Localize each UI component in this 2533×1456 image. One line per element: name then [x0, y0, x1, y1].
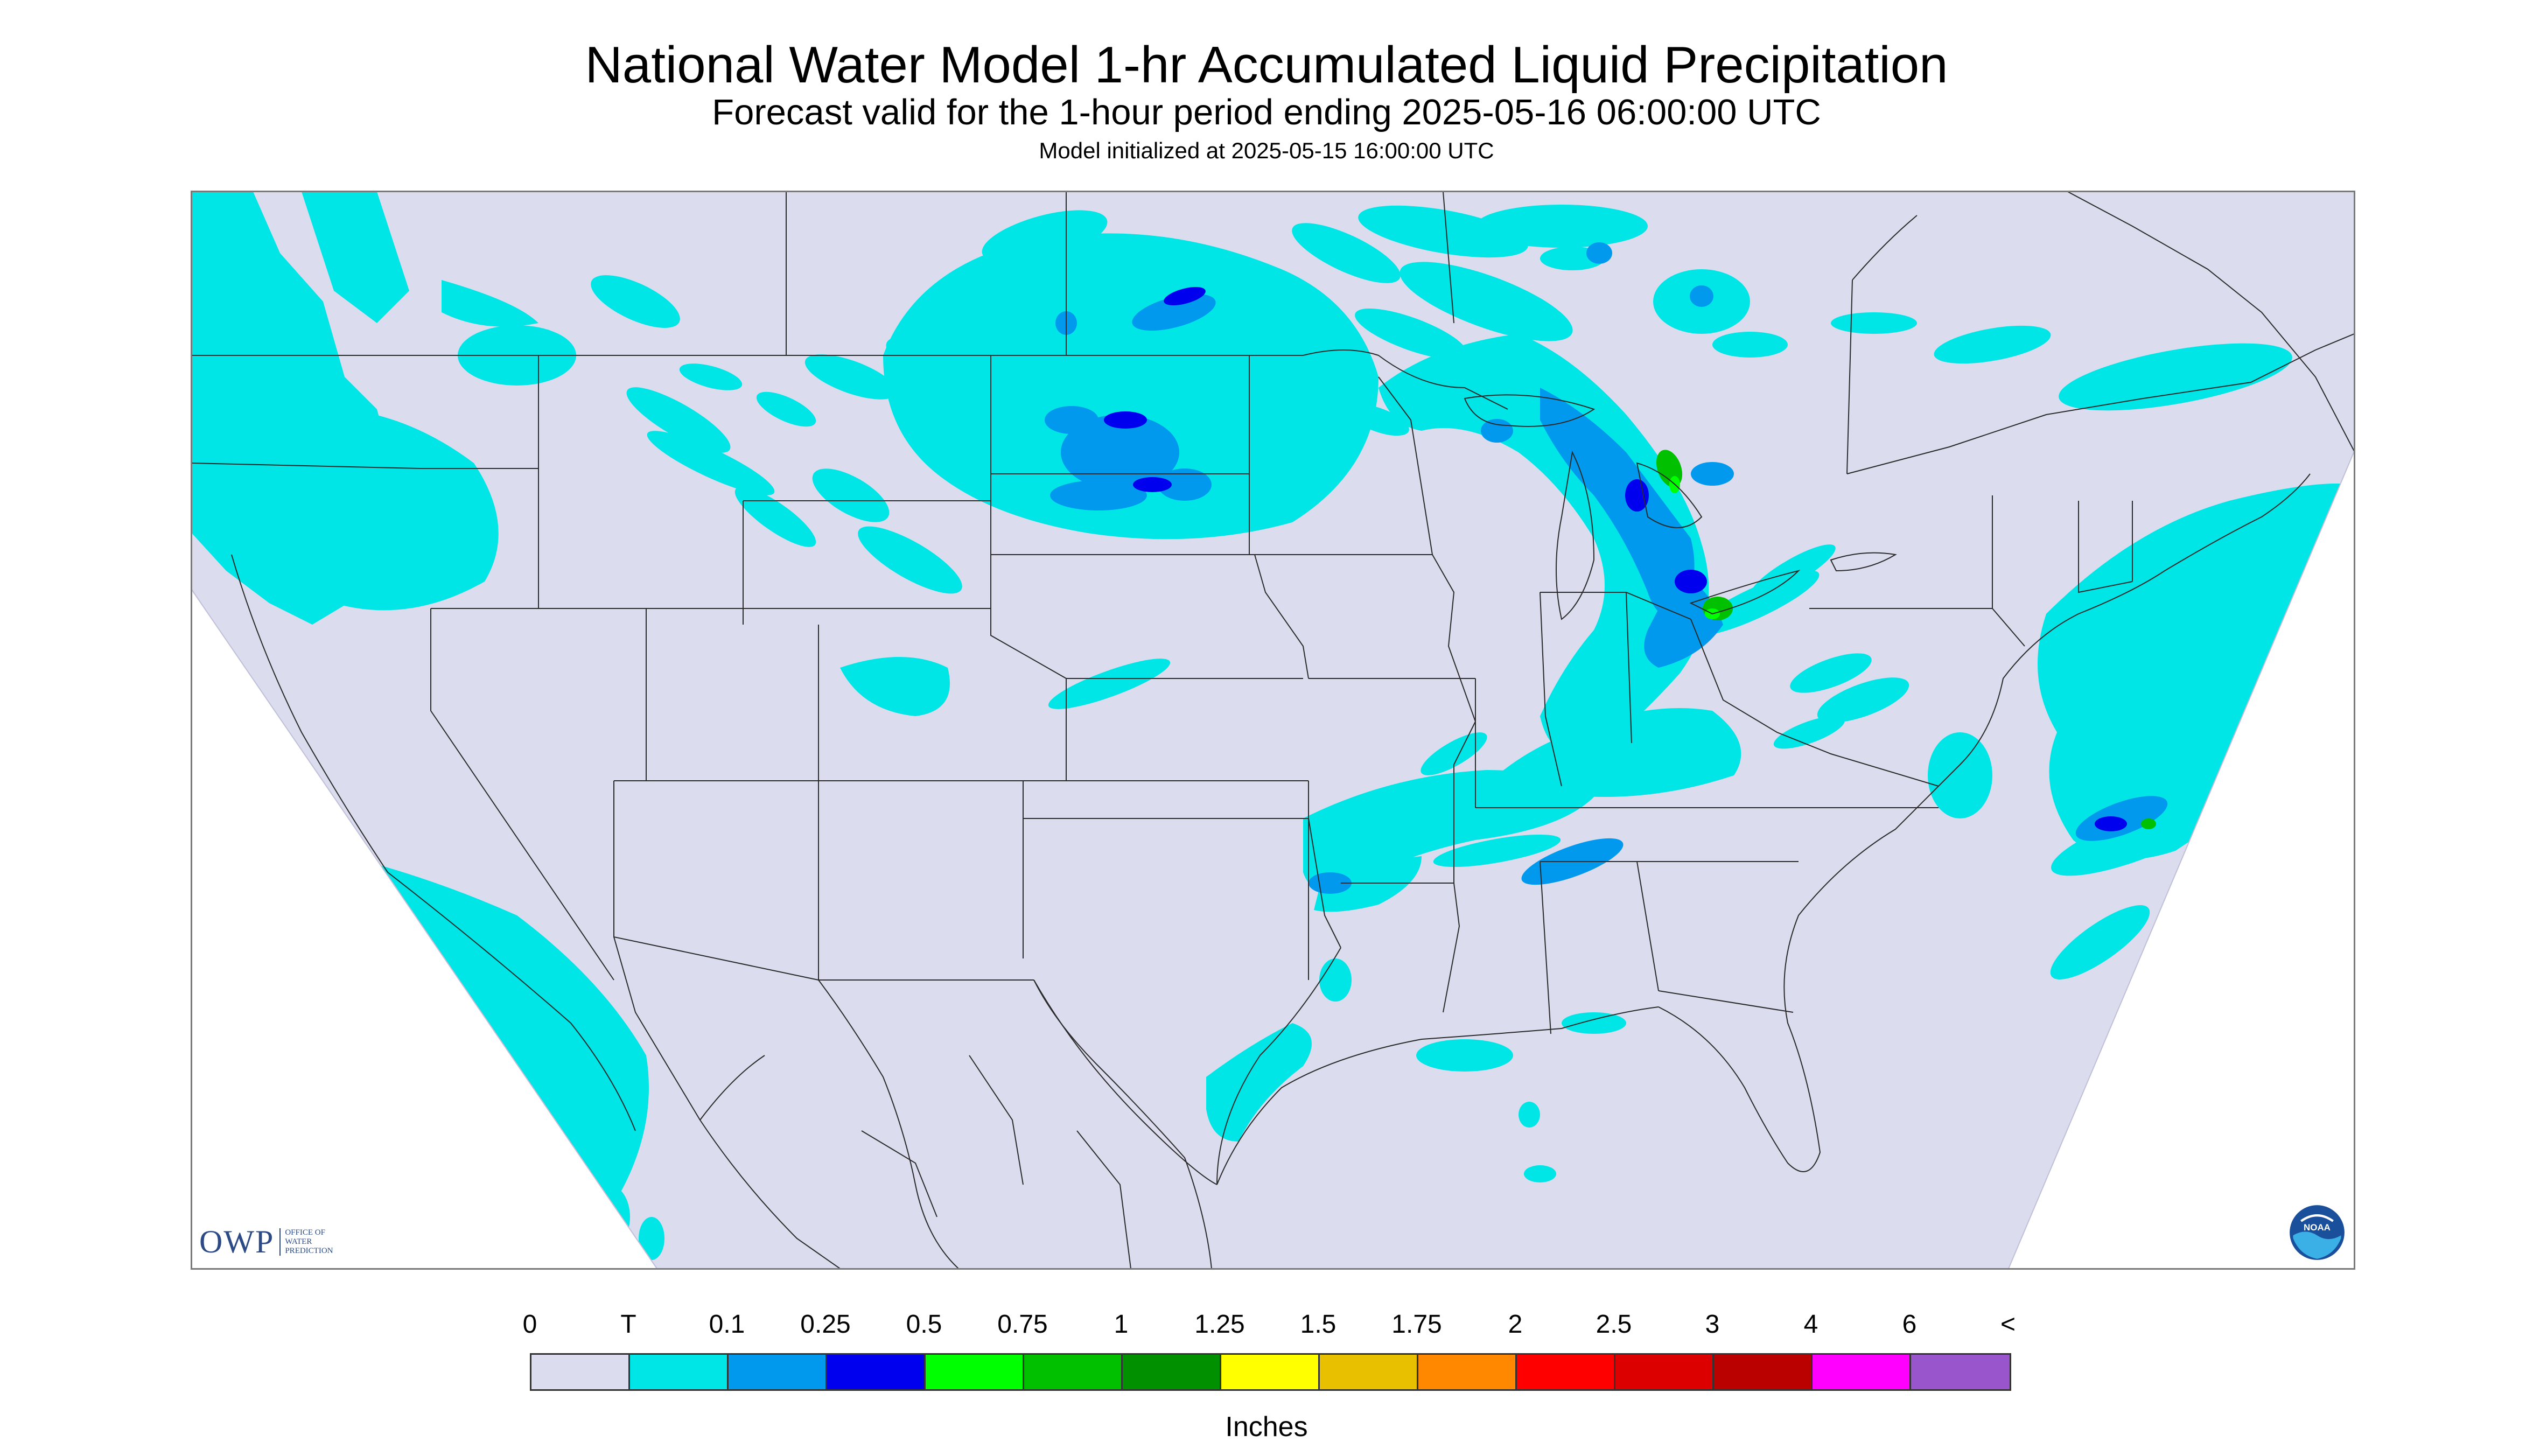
- legend-tick-label: 1.75: [1391, 1310, 1442, 1339]
- legend-tick-label: 0.1: [709, 1310, 745, 1339]
- legend-swatch: [827, 1355, 926, 1389]
- legend-swatch: [1221, 1355, 1320, 1389]
- legend-swatch: [1320, 1355, 1418, 1389]
- legend-tick-label: 1.5: [1300, 1310, 1337, 1339]
- legend-units-label: Inches: [1225, 1411, 1308, 1443]
- legend-swatch: [1615, 1355, 1714, 1389]
- legend-tick-label: 1.25: [1194, 1310, 1245, 1339]
- legend-swatch: [1024, 1355, 1123, 1389]
- legend-tick-label: 4: [1803, 1310, 1818, 1339]
- legend-swatch: [1714, 1355, 1813, 1389]
- legend-swatch: [1517, 1355, 1615, 1389]
- legend-swatch: [1911, 1355, 2010, 1389]
- domain-edge-right: [2008, 451, 2355, 1269]
- domain-edge-left: [191, 589, 657, 1269]
- legend-tick-label: 1: [1114, 1310, 1129, 1339]
- svg-text:NOAA: NOAA: [2304, 1222, 2331, 1233]
- owp-line-3: PREDICTION: [285, 1247, 333, 1255]
- legend-color-bar: [530, 1353, 2011, 1391]
- legend-swatch: [926, 1355, 1024, 1389]
- legend-swatch: [1123, 1355, 1221, 1389]
- map-title: National Water Model 1-hr Accumulated Li…: [585, 36, 1948, 94]
- legend-swatch: [1418, 1355, 1517, 1389]
- legend-tick-label: 0.25: [800, 1310, 851, 1339]
- owp-logo-mark: OWP: [199, 1224, 275, 1259]
- legend-tick-label: <: [2000, 1310, 2016, 1339]
- owp-line-2: WATER: [285, 1237, 312, 1246]
- legend-tick-label: 0.5: [906, 1310, 942, 1339]
- owp-logo: OWP OFFICE OF WATER PREDICTION: [199, 1223, 360, 1261]
- legend-tick-label: 0: [522, 1310, 537, 1339]
- legend-tick-label: 6: [1902, 1310, 1917, 1339]
- legend-tick-label: 2: [1508, 1310, 1523, 1339]
- state-and-country-boundaries: [192, 192, 2354, 1269]
- legend-swatch: [531, 1355, 630, 1389]
- noaa-logo: NOAA: [2290, 1205, 2345, 1260]
- legend-tick-label: 2.5: [1596, 1310, 1632, 1339]
- legend-swatch: [729, 1355, 827, 1389]
- legend-tick-label: 0.75: [997, 1310, 1048, 1339]
- owp-line-1: OFFICE OF: [285, 1228, 325, 1237]
- legend-tick-label: 3: [1705, 1310, 1720, 1339]
- legend-swatch: [630, 1355, 729, 1389]
- legend-tick-label: T: [620, 1310, 636, 1339]
- model-init-line: Model initialized at 2025-05-15 16:00:00…: [1039, 138, 1494, 163]
- legend-swatch: [1813, 1355, 1911, 1389]
- forecast-valid-subtitle: Forecast valid for the 1-hour period end…: [712, 92, 1821, 132]
- owp-logo-subtitle: OFFICE OF WATER PREDICTION: [279, 1228, 360, 1256]
